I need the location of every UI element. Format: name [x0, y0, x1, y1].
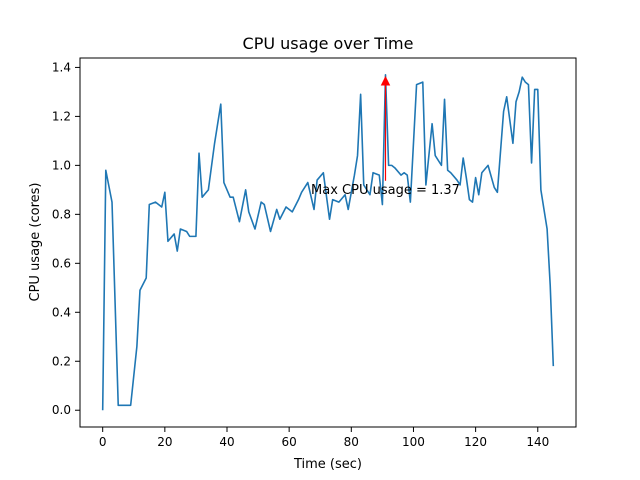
- y-tick-label: 1.0: [52, 158, 71, 172]
- series-line: [101, 73, 555, 411]
- x-ticks: 0 20 40 60 80 100 120 140: [99, 427, 549, 449]
- plot-frame: [79, 57, 577, 428]
- annotation-text: Max CPU usage = 1.37: [311, 183, 460, 198]
- y-tick-label: 0.2: [52, 354, 71, 368]
- y-tick-label: 0.8: [52, 207, 71, 221]
- x-axis-label: Time (sec): [293, 457, 362, 472]
- x-tick-label: 140: [526, 435, 549, 449]
- plot-area: [80, 58, 576, 427]
- x-tick-label: 80: [344, 435, 359, 449]
- x-tick-label: 100: [402, 435, 425, 449]
- x-tick-label: 60: [282, 435, 297, 449]
- y-axis-label: CPU usage (cores): [28, 183, 43, 302]
- series-layer: [101, 73, 555, 411]
- y-tick-label: 0.0: [52, 403, 71, 417]
- x-tick-label: 120: [464, 435, 487, 449]
- x-tick-label: 40: [219, 435, 234, 449]
- x-tick-label: 20: [157, 435, 172, 449]
- y-tick-label: 1.2: [52, 109, 71, 123]
- y-tick-label: 1.4: [52, 60, 71, 74]
- y-tick-label: 0.6: [52, 256, 71, 270]
- x-tick-label: 0: [99, 435, 107, 449]
- y-ticks: 0.0 0.2 0.4 0.6 0.8 1.0 1.2 1.4: [52, 60, 80, 417]
- y-tick-label: 0.4: [52, 305, 71, 319]
- chart-title: CPU usage over Time: [243, 34, 414, 53]
